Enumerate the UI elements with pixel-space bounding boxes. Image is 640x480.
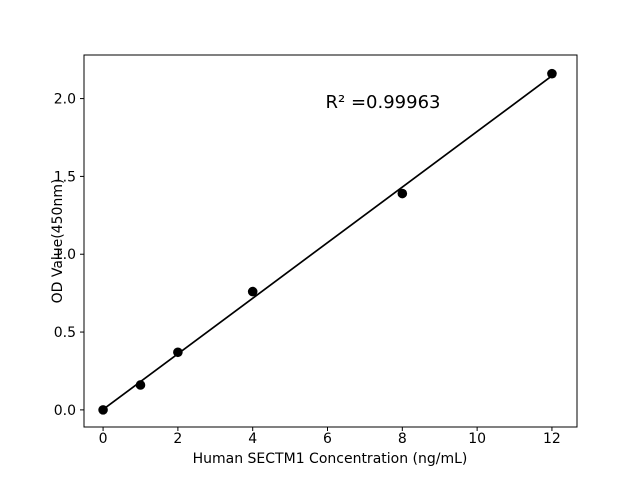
x-tick-label: 10 bbox=[468, 431, 486, 447]
y-tick-label: 0.0 bbox=[54, 403, 76, 419]
x-tick-label: 4 bbox=[248, 431, 257, 447]
y-tick-label: 2.0 bbox=[54, 92, 76, 108]
data-point bbox=[547, 68, 557, 79]
x-tick-label: 0 bbox=[99, 431, 108, 447]
x-tick-label: 8 bbox=[398, 431, 407, 447]
x-axis-label: Human SECTM1 Concentration (ng/mL) bbox=[193, 451, 468, 467]
fit-line bbox=[102, 75, 553, 411]
data-point bbox=[247, 286, 258, 297]
y-tick-label: 0.5 bbox=[54, 325, 76, 341]
x-tick-label: 12 bbox=[543, 431, 561, 447]
y-tick-label: 1.0 bbox=[54, 247, 76, 263]
chart-generated-layer: 0 2 4 6 8 10 12 0.0 0.5 1.0 1.5 2.0 bbox=[54, 54, 578, 447]
y-tick-label: 1.5 bbox=[54, 169, 76, 185]
data-point bbox=[397, 188, 408, 199]
data-point bbox=[173, 347, 183, 358]
r-squared-annotation: R² =0.99963 bbox=[326, 92, 441, 113]
x-tick-label: 2 bbox=[173, 431, 182, 447]
x-tick-label: 6 bbox=[323, 431, 332, 447]
axes-frame bbox=[83, 54, 578, 428]
data-point bbox=[135, 380, 146, 390]
y-axis-label: OD Value(450nm) bbox=[50, 179, 66, 304]
data-point bbox=[98, 405, 108, 415]
